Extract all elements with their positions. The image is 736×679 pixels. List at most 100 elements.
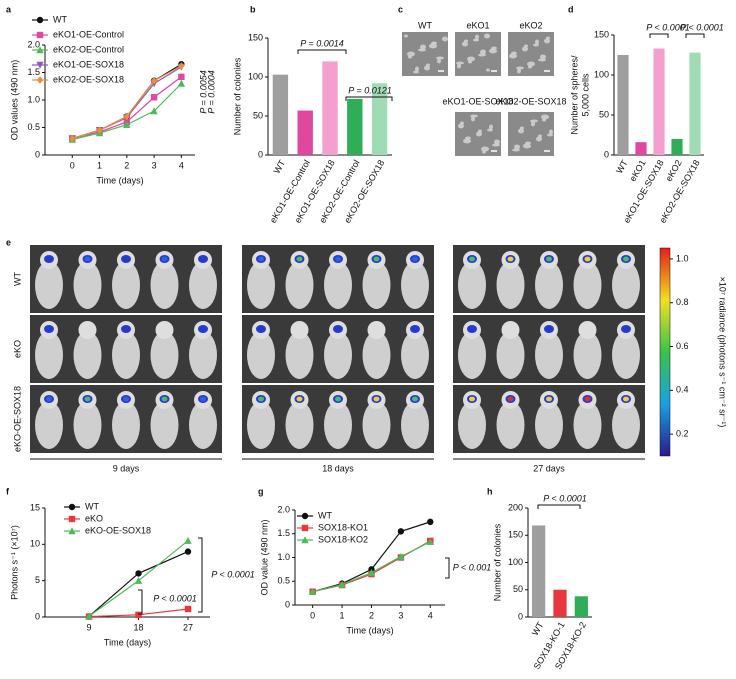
cell-cluster xyxy=(484,33,490,39)
cell-cluster xyxy=(522,46,528,52)
bar xyxy=(322,61,338,155)
y-tick-label: 0 xyxy=(518,611,523,621)
signal-core xyxy=(46,256,52,262)
signal-core xyxy=(123,326,129,332)
y-tick-label: 1.0 xyxy=(277,552,290,562)
marker xyxy=(96,126,103,134)
cell-cluster xyxy=(512,148,520,152)
y-tick-label: 1.5 xyxy=(27,67,40,77)
cell-cluster xyxy=(467,56,475,62)
signal-core xyxy=(123,396,129,402)
cell-cluster xyxy=(535,39,539,45)
cell-cluster xyxy=(481,146,489,152)
y-tick-label: 150 xyxy=(508,530,523,540)
cell-cluster xyxy=(436,56,444,60)
x-tick-label: 4 xyxy=(428,610,433,620)
cell-cluster xyxy=(437,58,441,64)
y-tick-label: 0.5 xyxy=(27,122,40,132)
mouse-body xyxy=(535,261,563,309)
bracket xyxy=(685,33,705,38)
cell-cluster xyxy=(442,36,448,42)
y-tick-label: 100 xyxy=(248,71,263,81)
cell-cluster xyxy=(408,55,412,59)
y-tick-label: 2.0 xyxy=(27,39,40,49)
cell-cluster xyxy=(544,38,550,44)
mouse-body xyxy=(150,331,179,379)
y-tick-label: 10 xyxy=(30,539,40,549)
signal-core xyxy=(623,396,629,402)
signal-core xyxy=(258,326,264,332)
y-axis-label: 5,000 cells xyxy=(580,73,590,117)
mouse-body xyxy=(73,401,102,449)
series-line xyxy=(72,83,182,141)
signal-core xyxy=(161,396,168,402)
mouse-body xyxy=(324,261,352,309)
annotation: P = 0.0054 xyxy=(198,70,208,113)
mouse-body xyxy=(362,261,391,309)
mouse-head xyxy=(155,321,174,339)
series-line xyxy=(88,551,189,617)
mouse-body xyxy=(324,401,352,449)
marker xyxy=(135,570,142,577)
signal-core xyxy=(84,396,91,402)
annotation: P < 0.0001 xyxy=(153,593,196,603)
marker xyxy=(178,62,185,70)
cell-cluster xyxy=(482,150,486,154)
mouse-body xyxy=(573,261,602,309)
marker xyxy=(123,121,131,128)
signal-core xyxy=(584,256,591,262)
mouse-body xyxy=(401,331,429,379)
signal-core xyxy=(258,396,264,402)
signal-core xyxy=(412,326,418,332)
cell-cluster xyxy=(528,65,532,69)
mouse-body xyxy=(247,401,275,449)
marker xyxy=(426,538,434,546)
bar xyxy=(297,110,313,155)
mouse-body xyxy=(285,331,314,379)
mouse-body xyxy=(362,401,391,449)
marker xyxy=(338,580,346,588)
legend-label: WT xyxy=(318,510,332,520)
y-tick-label: 50 xyxy=(253,110,263,120)
x-tick-label: 9 xyxy=(86,622,91,632)
mouse-head xyxy=(578,321,597,339)
cell-cluster xyxy=(418,48,426,52)
cell-cluster xyxy=(471,116,475,122)
y-tick-label: 5 xyxy=(35,575,40,585)
marker xyxy=(367,569,376,576)
signal-core xyxy=(546,256,552,262)
colorbar-tick-label: 0.4 xyxy=(676,385,689,395)
panel-letter: b xyxy=(250,4,256,14)
cell-cluster xyxy=(542,118,546,122)
y-tick-label: 0 xyxy=(35,611,40,621)
cell-cluster xyxy=(536,136,542,142)
signal-core xyxy=(84,256,91,262)
cell-cluster xyxy=(492,143,500,147)
signal-core xyxy=(296,396,303,402)
y-tick-label: 0 xyxy=(35,149,40,159)
colorbar-tick-label: 0.2 xyxy=(676,428,689,438)
bracket xyxy=(198,537,203,613)
cell-cluster xyxy=(463,138,471,144)
signal-core xyxy=(200,326,206,332)
cell-cluster xyxy=(404,34,408,38)
y-tick-label: 100 xyxy=(508,557,523,567)
mouse-body xyxy=(496,401,525,449)
x-tick-label: WT xyxy=(272,158,288,176)
mouse-body xyxy=(612,261,640,309)
signal-core xyxy=(46,396,52,402)
row-label: eKO xyxy=(12,340,22,358)
panel-letter: a xyxy=(6,4,12,14)
cell-cluster xyxy=(489,48,497,54)
marker xyxy=(150,94,158,101)
x-tick-label: 2 xyxy=(124,160,129,170)
mouse-body xyxy=(35,261,63,309)
mouse-body xyxy=(324,331,352,379)
mouse-body xyxy=(189,401,217,449)
bar xyxy=(347,98,363,155)
mouse-body xyxy=(612,401,640,449)
marker xyxy=(397,552,405,560)
mouse-body xyxy=(189,261,217,309)
bar xyxy=(574,596,588,617)
row-label: WT xyxy=(12,272,22,286)
